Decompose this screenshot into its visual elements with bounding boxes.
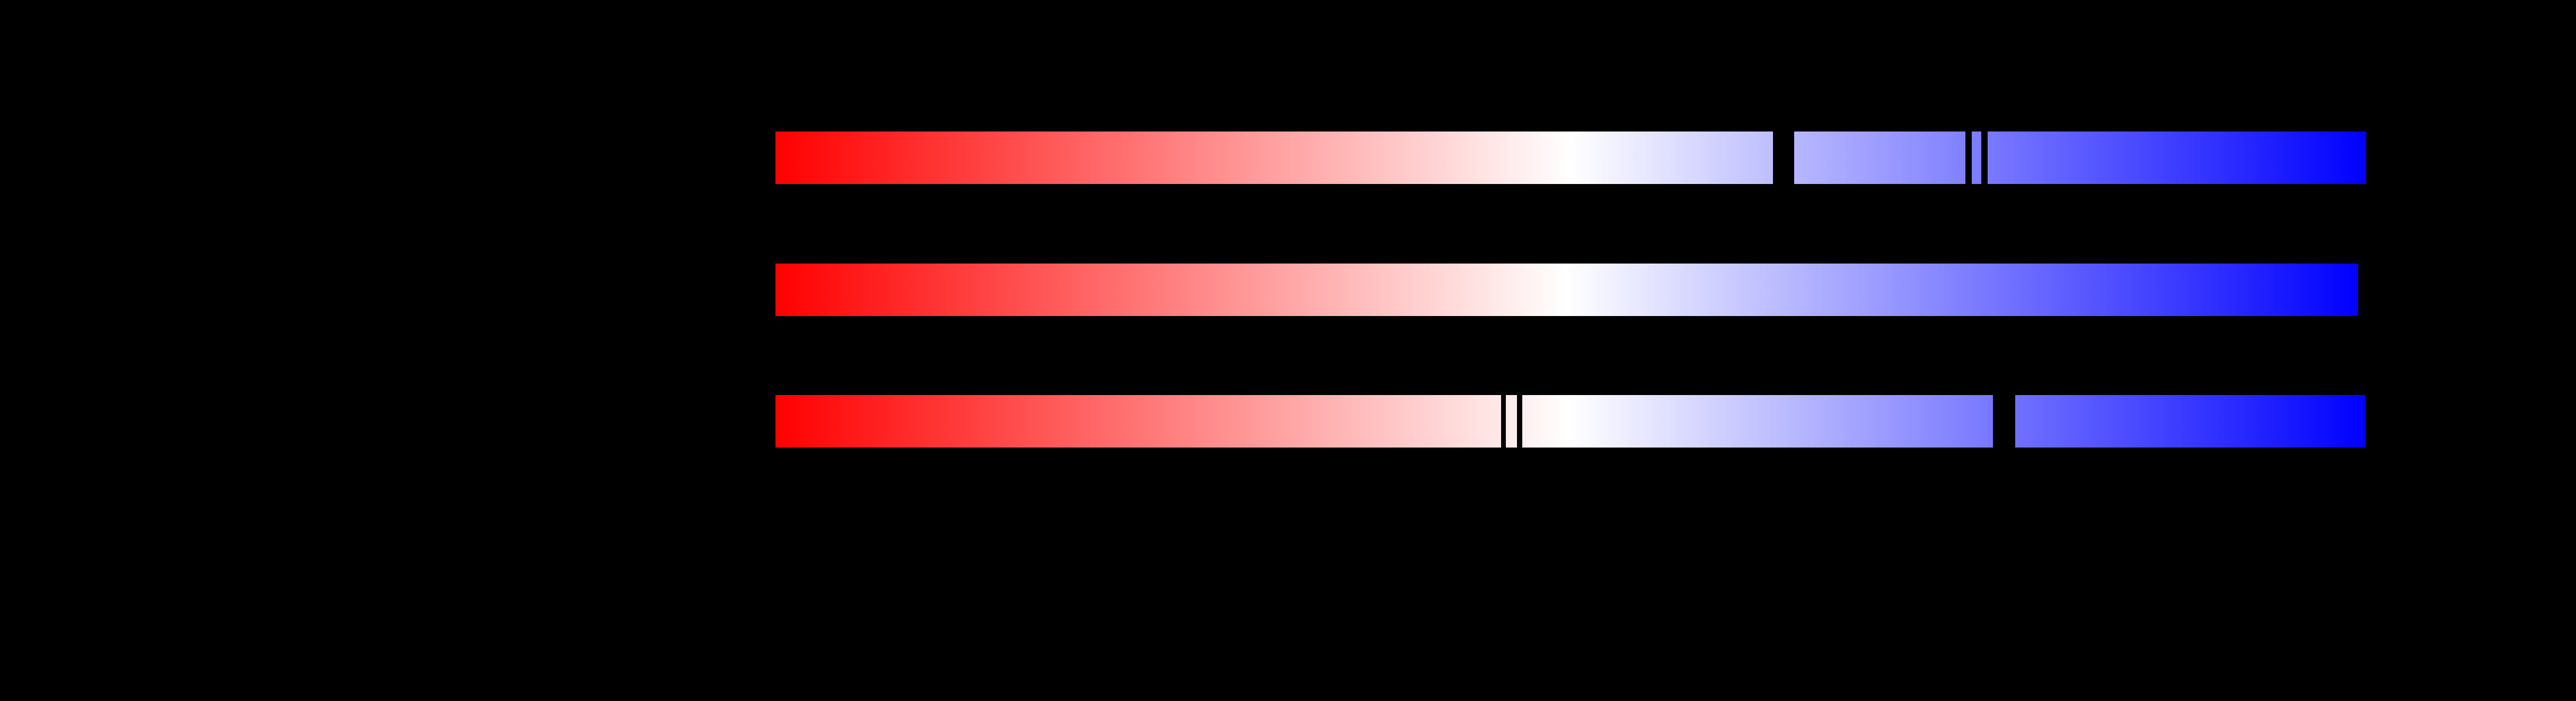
tick-mark bbox=[1965, 132, 1972, 184]
gradient-bar-2 bbox=[775, 264, 2358, 316]
gradient-bar-1 bbox=[775, 132, 2366, 184]
tick-mark bbox=[1981, 132, 1988, 184]
tick-mark bbox=[1773, 132, 1794, 184]
tick-mark bbox=[1517, 395, 1522, 448]
tick-mark bbox=[1993, 395, 2015, 448]
gradient-bar-3 bbox=[775, 395, 2365, 448]
tick-mark bbox=[1501, 395, 1506, 448]
